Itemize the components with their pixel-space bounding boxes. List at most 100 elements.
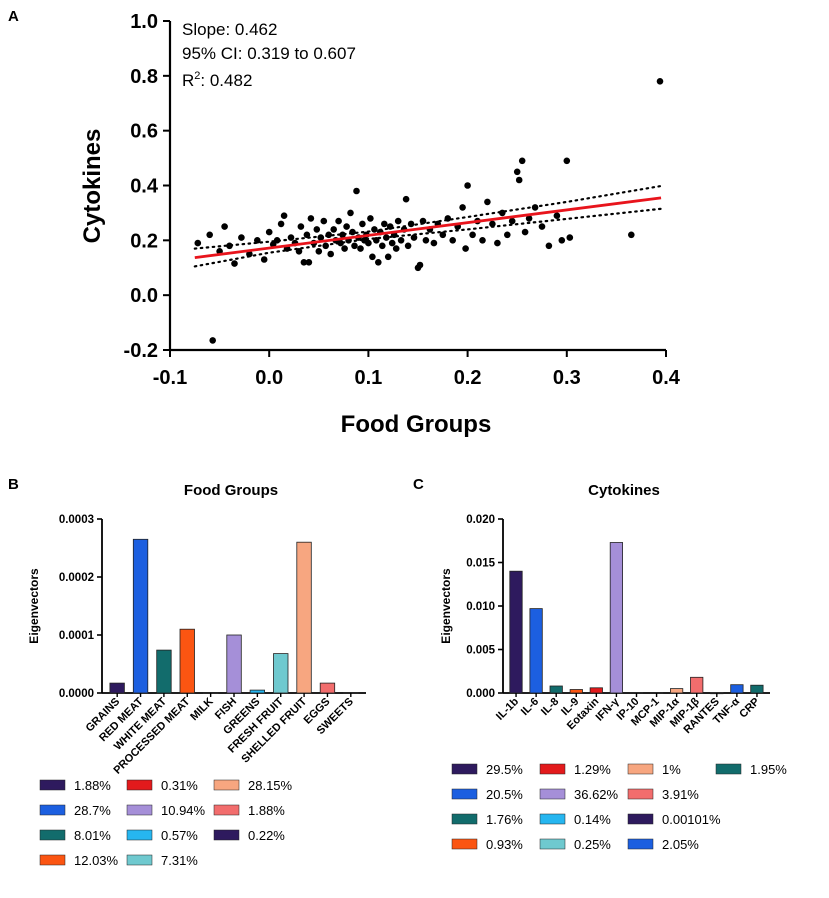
scatter-point — [566, 234, 574, 241]
scatter-point — [515, 176, 523, 184]
scatter-point — [226, 242, 233, 250]
food-groups-legend-label: 0.57% — [161, 828, 198, 843]
scatter-x-axis-title: Food Groups — [341, 411, 492, 438]
cytokines-x-tick-label: IL-1b — [494, 695, 521, 722]
scatter-x-tick-label: 0.2 — [454, 367, 482, 389]
cytokines-legend-label: 0.14% — [574, 812, 611, 827]
scatter-point — [330, 226, 338, 233]
scatter-point — [273, 237, 281, 244]
food-groups-bar — [109, 682, 125, 694]
scatter-point — [307, 215, 315, 222]
scatter-point — [357, 245, 364, 252]
scatter-point — [303, 231, 311, 239]
scatter-point — [459, 204, 466, 211]
cytokines-bar — [549, 685, 563, 694]
cytokines-bar — [609, 542, 624, 694]
scatter-point — [327, 250, 335, 258]
scatter-point — [394, 217, 402, 225]
scatter-y-tick-label: 1.0 — [130, 11, 158, 33]
ci-annotation: 95% CI: 0.319 to 0.607 — [182, 44, 356, 63]
cytokines-legend-label: 36.62% — [574, 787, 619, 802]
scatter-point — [558, 237, 566, 244]
scatter-point — [379, 242, 386, 250]
scatter-point — [386, 223, 394, 230]
scatter-point — [439, 231, 447, 239]
scatter-point — [194, 239, 202, 247]
panel-label-a: A — [8, 8, 19, 25]
cytokines-plot-area: 0.0000.0050.0100.0150.020IL-1bIL-6IL-8IL… — [451, 514, 787, 852]
food-groups-legend-swatch — [213, 779, 240, 791]
scatter-y-tick-label: -0.2 — [124, 340, 158, 362]
slope-annotation: Slope: 0.462 — [182, 20, 277, 39]
food-groups-legend-swatch — [126, 779, 153, 791]
scatter-point — [404, 242, 412, 250]
scatter-point — [518, 157, 526, 165]
cytokines-y-tick-label: 0.010 — [466, 601, 495, 613]
scatter-point — [494, 239, 501, 247]
scatter-point — [402, 195, 410, 203]
food-groups-legend-label: 1.88% — [74, 778, 111, 793]
scatter-point — [381, 220, 388, 228]
scatter-point — [373, 237, 380, 244]
scatter-point — [444, 215, 452, 222]
scatter-point — [335, 217, 342, 225]
food-groups-legend-label: 0.22% — [248, 828, 285, 843]
food-groups-y-axis-title: Eigenvectors — [27, 568, 41, 644]
scatter-y-tick-label: 0.6 — [130, 121, 158, 143]
cytokines-y-tick-label: 0.005 — [466, 645, 495, 657]
scatter-point — [221, 223, 228, 230]
scatter-point — [265, 228, 273, 236]
ci-lower-band — [193, 207, 663, 268]
scatter-point — [504, 231, 511, 239]
cytokines-legend-label: 1.95% — [750, 762, 787, 777]
cytokines-panel: Cytokines Eigenvectors 0.000 0.005 0.010 0.… — [439, 482, 787, 852]
cytokines-legend-swatch — [627, 763, 654, 775]
scatter-point — [525, 215, 533, 222]
scatter-point — [367, 215, 374, 222]
scatter-point — [341, 245, 348, 252]
cytokines-legend-swatch — [715, 763, 742, 775]
scatter-point — [315, 248, 323, 255]
scatter-point — [260, 256, 268, 263]
food-groups-legend-label: 28.15% — [248, 778, 293, 793]
scatter-point — [499, 209, 506, 217]
panel-label-b: B — [8, 476, 19, 493]
scatter-point — [479, 237, 486, 244]
scatter-y-tick-label: 0.4 — [130, 176, 159, 198]
food-groups-bar — [273, 653, 289, 694]
cytokines-x-tick-label: CRP — [737, 696, 762, 721]
scatter-point — [280, 212, 288, 219]
scatter-point — [375, 259, 382, 266]
food-groups-legend-swatch — [126, 854, 153, 866]
cytokines-y-axis-title: Eigenvectors — [439, 568, 453, 644]
cytokines-legend-swatch — [451, 763, 478, 775]
scatter-point — [371, 226, 378, 233]
cytokines-legend-label: 20.5% — [486, 787, 523, 802]
scatter-point — [430, 239, 438, 247]
cytokines-legend-label: 3.91% — [662, 787, 699, 802]
scatter-point — [339, 231, 346, 239]
scatter-x-tick-label: 0.1 — [354, 367, 382, 389]
food-groups-legend-label: 0.31% — [161, 778, 198, 793]
panel-label-c: C — [413, 476, 424, 493]
cytokines-y-tick-label: 0.020 — [466, 514, 495, 526]
scatter-point — [277, 220, 285, 228]
food-groups-y-tick-label: 0.0002 — [59, 572, 94, 584]
scatter-y-tick-label: 0.8 — [130, 66, 158, 88]
food-groups-legend-swatch — [39, 854, 66, 866]
scatter-point — [545, 242, 553, 250]
food-groups-bar — [319, 682, 336, 694]
scatter-point — [287, 234, 295, 241]
scatter-point — [531, 204, 539, 211]
scatter-point — [513, 168, 521, 176]
scatter-point — [347, 209, 354, 217]
food-groups-legend-swatch — [213, 804, 240, 816]
scatter-point — [297, 223, 305, 230]
scatter-x-tick-label: -0.1 — [153, 367, 187, 389]
scatter-y-axis-title: Cytokines — [79, 129, 106, 244]
food-groups-legend-label: 10.94% — [161, 803, 206, 818]
scatter-point — [246, 250, 253, 258]
food-groups-legend-swatch — [213, 829, 240, 841]
scatter-point — [337, 239, 344, 247]
